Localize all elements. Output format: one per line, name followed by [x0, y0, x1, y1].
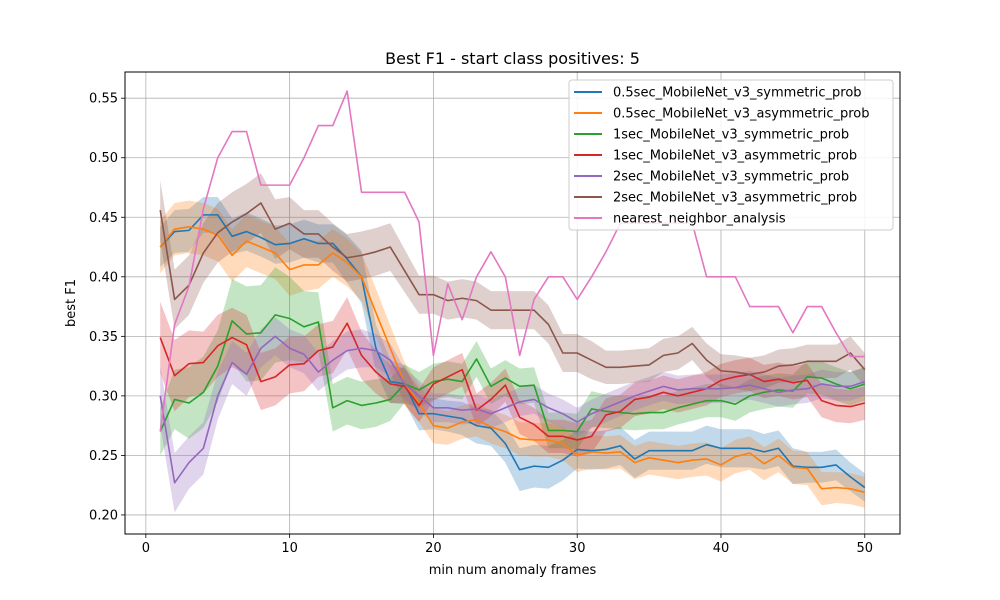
y-tick-label: 0.35	[89, 330, 118, 345]
chart-title: Best F1 - start class positives: 5	[385, 49, 640, 68]
x-tick-label: 30	[569, 541, 586, 556]
confidence-band-6	[160, 173, 865, 392]
confidence-bands	[160, 173, 865, 513]
legend-label: nearest_neighbor_analysis	[613, 212, 786, 227]
confidence-band-1	[160, 197, 865, 502]
x-tick-label: 10	[281, 541, 298, 556]
x-tick-label: 20	[425, 541, 442, 556]
x-tick-label: 40	[713, 541, 730, 556]
legend-label: 1sec_MobileNet_v3_symmetric_prob	[613, 128, 849, 143]
legend-label: 2sec_MobileNet_v3_symmetric_prob	[613, 170, 849, 185]
y-tick-label: 0.55	[89, 92, 118, 107]
legend-label: 0.5sec_MobileNet_v3_symmetric_prob	[613, 86, 862, 101]
y-tick-label: 0.50	[89, 151, 118, 166]
x-axis-label: min num anomaly frames	[429, 563, 597, 578]
y-tick-label: 0.25	[89, 449, 118, 464]
plot-area-frame	[124, 71, 901, 535]
y-tick-label: 0.45	[89, 211, 118, 226]
x-tick-label: 50	[856, 541, 873, 556]
y-tick-label: 0.40	[89, 270, 118, 285]
legend-label: 0.5sec_MobileNet_v3_asymmetric_prob	[613, 107, 870, 122]
confidence-band-4	[160, 297, 865, 457]
y-axis-label: best F1	[64, 279, 79, 327]
series-lines	[159, 90, 866, 494]
confidence-band-3	[160, 267, 865, 456]
series-line-6	[159, 202, 866, 376]
x-tick-label: 0	[142, 541, 150, 556]
series-line-3	[159, 314, 866, 433]
y-tick-label: 0.20	[89, 508, 118, 523]
series-line-7	[159, 90, 865, 432]
axis-ticks: 0 10 20 30 40 50 0.20 0.25 0.30 0.35 0.40 0.45 0.50 0…	[89, 92, 873, 556]
series-line-1	[159, 214, 866, 489]
confidence-band-2	[160, 200, 865, 508]
confidence-band-5	[160, 317, 865, 513]
legend-label: 2sec_MobileNet_v3_asymmetric_prob	[613, 191, 857, 206]
y-tick-label: 0.30	[89, 389, 118, 404]
series-line-2	[159, 225, 865, 494]
legend-label: 1sec_MobileNet_v3_asymmetric_prob	[613, 149, 857, 164]
series-line-5	[159, 335, 866, 484]
grid	[125, 72, 900, 534]
legend: 0.5sec_MobileNet_v3_symmetric_prob 0.5sec…	[568, 79, 894, 231]
legend-box	[568, 79, 894, 231]
